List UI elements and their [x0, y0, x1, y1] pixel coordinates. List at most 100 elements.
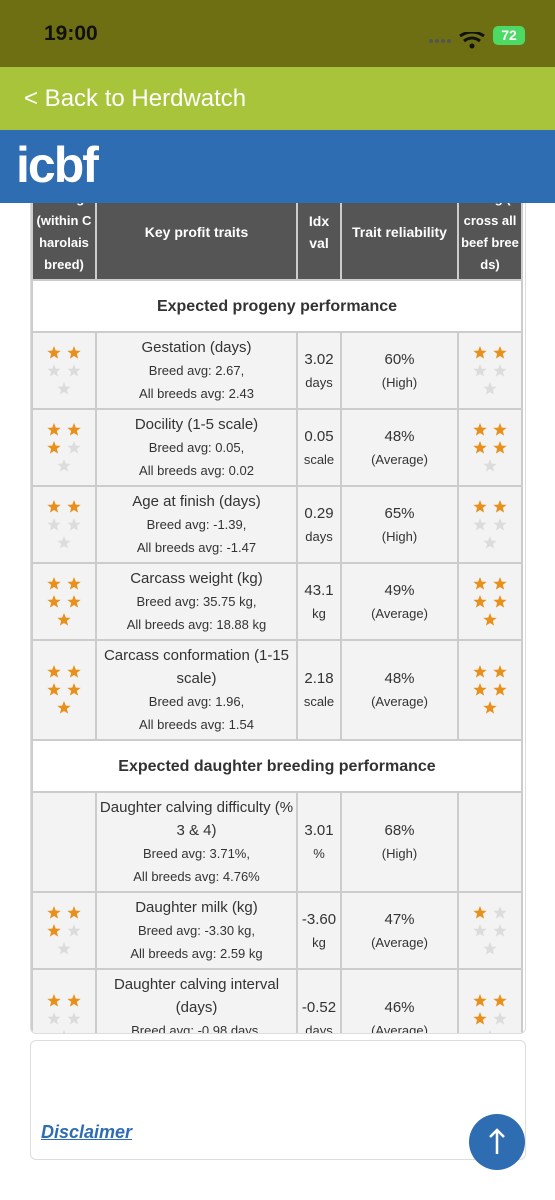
star-shape: [493, 905, 507, 919]
back-link[interactable]: < Back to Herdwatch: [24, 85, 247, 112]
traits-table: Rating (within Charolais breed) Key prof…: [31, 203, 523, 1034]
star-shape: [483, 612, 497, 626]
trait-row: Carcass weight (kg) Breed avg: 35.75 kg, A…: [31, 562, 523, 641]
trait-cell: Docility (1-5 scale) Breed avg: 0.05, All …: [95, 408, 298, 487]
reliability-value: 47%: [384, 910, 415, 928]
star: [483, 458, 497, 472]
reliability-cell: 60% (High): [340, 331, 459, 410]
breed-avg: Breed avg: -1.39,: [146, 517, 247, 532]
index-cell: 2.18 scale: [296, 639, 342, 741]
star: [473, 517, 487, 531]
star-shape: [473, 440, 487, 454]
rating-across-cell: [457, 331, 523, 410]
breed-avg: Breed avg: 35.75 kg,: [136, 594, 257, 609]
disclaimer-link[interactable]: Disclaimer: [41, 1122, 133, 1142]
star: [67, 923, 81, 937]
star-rating: [468, 904, 512, 958]
reliability-value: 60%: [384, 350, 415, 368]
star: [493, 594, 507, 608]
scroll-top-button[interactable]: [469, 1114, 525, 1170]
trait-row: Daughter calving interval (days) Breed av…: [31, 968, 523, 1034]
trait-row: Daughter calving difficulty (% 3 & 4) Bre…: [31, 791, 523, 893]
star-shape: [493, 345, 507, 359]
star-shape: [493, 576, 507, 590]
status-bar: 19:00 72: [0, 0, 555, 67]
index-value: -0.52: [301, 999, 337, 1016]
star: [473, 345, 487, 359]
star-shape: [47, 499, 61, 513]
reliability-cell: 48% (Average): [340, 408, 459, 487]
header: Rating (across all beef breeds): [457, 203, 523, 281]
star: [473, 594, 487, 608]
star: [473, 905, 487, 919]
star-shape: [67, 576, 81, 590]
reliability-label: (High): [381, 846, 418, 861]
star: [47, 1012, 61, 1025]
reliability-value: 48%: [384, 670, 415, 687]
trait-name: Age at finish (days): [132, 493, 261, 510]
star: [57, 701, 71, 714]
footer-card: [30, 1040, 526, 1160]
star-shape: [57, 941, 71, 955]
trait-name: Carcass conformation (1-15 scale): [103, 647, 290, 687]
all-breeds-avg: All breeds avg: 2.59 kg: [130, 946, 263, 961]
section-row: Expected progeny performance: [31, 279, 523, 333]
rating-across-cell: [457, 485, 523, 564]
breed-avg: Breed avg: -3.30 kg,: [137, 923, 256, 938]
star-shape: [493, 594, 507, 608]
star: [493, 683, 507, 696]
star: [473, 422, 487, 436]
signal-wifi-icons: [429, 32, 485, 49]
all-breeds-avg: All breeds avg: 0.02: [139, 463, 254, 478]
star-shape: [473, 576, 487, 590]
battery: 72: [493, 26, 525, 45]
star: [67, 499, 81, 513]
clock: 19:00: [44, 22, 98, 45]
trait-name: Docility (1-5 scale): [134, 416, 259, 433]
star: [47, 345, 61, 359]
star-shape: [493, 363, 507, 377]
trait-row: Carcass conformation (1-15 scale) Breed a…: [31, 639, 523, 741]
rating-within-cell: [31, 485, 97, 564]
header-row: Rating (within Charolais breed) Key prof…: [31, 203, 523, 281]
rating-across-cell: [457, 562, 523, 641]
star: [493, 422, 507, 436]
star-shape: [493, 923, 507, 937]
reliability-label: (Average): [371, 1023, 428, 1034]
star: [493, 1012, 507, 1025]
star-shape: [67, 363, 81, 377]
star-shape: [47, 905, 61, 919]
star-shape: [57, 458, 71, 472]
header: Idx val: [296, 203, 342, 281]
star-rating: [42, 344, 86, 398]
reliability-label: (Average): [371, 694, 428, 709]
star: [47, 905, 61, 919]
star: [473, 683, 487, 696]
star-rating: [42, 904, 86, 958]
reliability-value: 49%: [384, 581, 415, 599]
index-unit: days: [305, 1023, 333, 1034]
star-shape: [473, 594, 487, 608]
star-shape: [483, 458, 497, 472]
star: [493, 517, 507, 531]
star-shape: [67, 594, 81, 608]
index-value: 2.18: [304, 670, 334, 687]
all-breeds-avg: All breeds avg: 1.54: [139, 717, 254, 732]
star: [62, 1030, 66, 1033]
star-rating: [42, 421, 86, 475]
star: [57, 941, 71, 955]
star-shape: [483, 941, 497, 955]
trait-row: Age at finish (days) Breed avg: -1.39, All…: [31, 485, 523, 564]
star: [67, 665, 81, 678]
star: [57, 458, 71, 472]
index-cell: 0.05 scale: [296, 408, 342, 487]
rating-within-cell: [31, 968, 97, 1033]
trait-cell: Daughter calving difficulty (% 3 & 4) Bre…: [95, 791, 298, 893]
star-shape: [473, 905, 487, 919]
reliability-label: (Average): [371, 451, 428, 467]
trait-row: Docility (1-5 scale) Breed avg: 0.05, All …: [31, 408, 523, 487]
star: [493, 905, 507, 919]
trait-cell: Carcass weight (kg) Breed avg: 35.75 kg, A…: [95, 562, 298, 641]
rating-across-cell: [457, 968, 523, 1033]
star: [493, 440, 507, 454]
